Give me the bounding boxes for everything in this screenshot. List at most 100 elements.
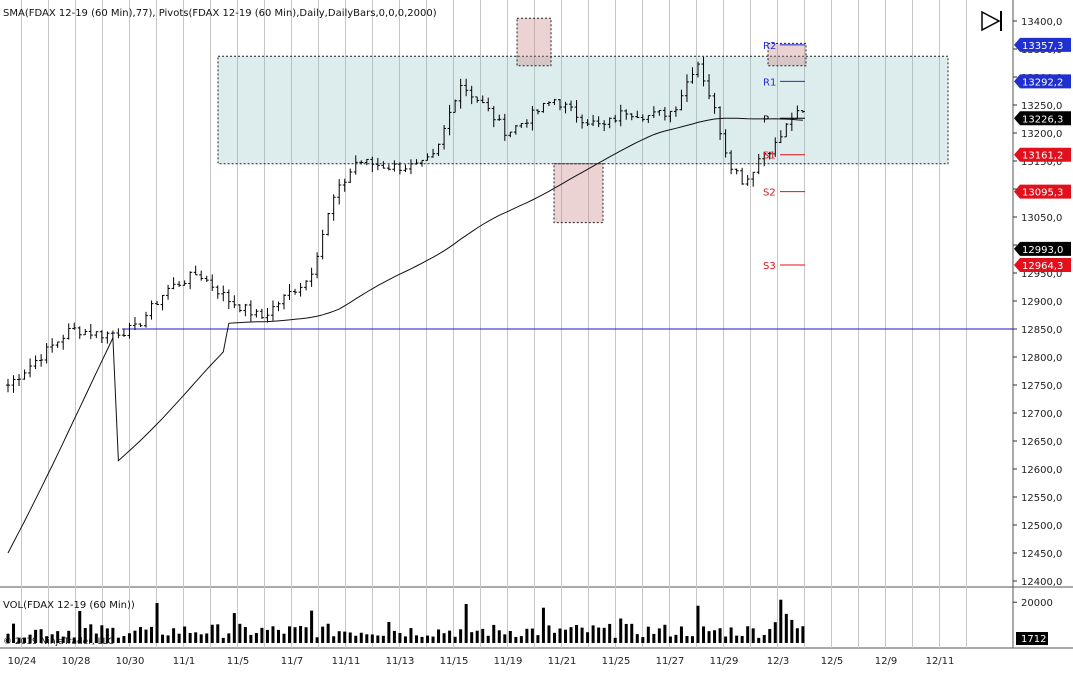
skip-to-end-icon[interactable] bbox=[978, 8, 1006, 34]
pivot-label: S1 bbox=[763, 151, 776, 162]
volume-bar bbox=[227, 633, 231, 643]
x-tick-label: 11/5 bbox=[227, 656, 249, 667]
pivot-label: S3 bbox=[763, 261, 776, 272]
volume-bar bbox=[238, 623, 242, 643]
volume-bar bbox=[740, 635, 744, 643]
volume-bar bbox=[420, 636, 424, 643]
volume-bar bbox=[679, 626, 683, 643]
volume-bar bbox=[310, 610, 314, 643]
volume-bar bbox=[635, 634, 639, 643]
volume-bar bbox=[221, 637, 225, 643]
volume-bar bbox=[453, 636, 457, 643]
volume-bar bbox=[94, 633, 98, 643]
volume-bar bbox=[564, 629, 568, 643]
volume-bar bbox=[83, 627, 87, 643]
y-tick-label: 13400,0 bbox=[1021, 17, 1062, 28]
vol-last-tag bbox=[1016, 632, 1048, 645]
volume-bar bbox=[337, 631, 341, 643]
highlight-box bbox=[767, 42, 807, 67]
volume-bar bbox=[161, 634, 165, 643]
price-axis[interactable]: 13400,013350,013300,013250,013200,013150… bbox=[1013, 17, 1062, 588]
volume-bar bbox=[365, 634, 369, 643]
volume-bar bbox=[668, 636, 672, 643]
volume-bar bbox=[696, 605, 700, 643]
volume-bar bbox=[89, 624, 93, 643]
volume-bar bbox=[111, 627, 115, 643]
volume-bar bbox=[138, 627, 142, 643]
x-tick-label: 11/7 bbox=[281, 656, 303, 667]
time-axis[interactable]: 10/24 10/28 10/30 11/1 11/5 11/7 11/11 11/13 11/… bbox=[8, 656, 955, 667]
volume-bar bbox=[387, 621, 391, 643]
volume-bar bbox=[188, 633, 192, 643]
volume-bar bbox=[34, 629, 38, 643]
volume-bar bbox=[315, 637, 319, 643]
volume-bar bbox=[597, 627, 601, 643]
volume-bar bbox=[409, 628, 413, 643]
volume-bar bbox=[232, 613, 236, 643]
candles-layer bbox=[6, 56, 805, 393]
price-tag bbox=[1014, 184, 1071, 199]
volume-bar bbox=[348, 632, 352, 643]
y-tick-label: 13050,0 bbox=[1021, 213, 1062, 224]
y-tick-label: 13250,0 bbox=[1021, 101, 1062, 112]
sma-line-layer bbox=[7, 117, 803, 554]
volume-bar bbox=[674, 634, 678, 643]
y-tick-label: 13150,0 bbox=[1021, 157, 1062, 168]
volume-bar bbox=[105, 628, 109, 643]
y-tick-label: 12500,0 bbox=[1021, 521, 1062, 532]
sma-line bbox=[7, 117, 803, 554]
volume-bar bbox=[552, 632, 556, 643]
volume-bar bbox=[608, 623, 612, 643]
volume-bar bbox=[514, 636, 518, 643]
volume-bar bbox=[414, 635, 418, 643]
highlight-box bbox=[553, 163, 604, 224]
x-tick-label: 11/25 bbox=[602, 656, 631, 667]
price-tag-label: 13357,3 bbox=[1022, 41, 1063, 52]
volume-bar bbox=[779, 599, 783, 643]
volume-bar bbox=[205, 633, 209, 643]
volume-bar bbox=[332, 636, 336, 643]
volume-bar bbox=[67, 630, 71, 643]
volume-bar bbox=[39, 629, 43, 643]
volume-bar bbox=[442, 633, 446, 643]
volume-bar bbox=[299, 625, 303, 643]
volume-bar bbox=[536, 635, 540, 643]
pivot-label: S2 bbox=[763, 188, 776, 199]
volume-bar bbox=[254, 632, 258, 643]
volume-bar bbox=[100, 625, 104, 643]
volume-bar bbox=[475, 630, 479, 643]
volume-bar bbox=[685, 635, 689, 643]
y-tick-label: 12850,0 bbox=[1021, 325, 1062, 336]
volume-bar bbox=[260, 627, 264, 643]
volume-bar bbox=[591, 625, 595, 643]
volume-bar bbox=[326, 623, 330, 643]
volume-bar bbox=[470, 632, 474, 643]
x-tick-label: 11/15 bbox=[440, 656, 469, 667]
volume-bar bbox=[78, 611, 82, 643]
volume-title: VOL(FDAX 12-19 (60 Min)) bbox=[3, 600, 135, 611]
volume-bar bbox=[602, 627, 606, 643]
volume-bar bbox=[448, 630, 452, 643]
x-tick-label: 12/11 bbox=[926, 656, 955, 667]
volume-bar bbox=[321, 626, 325, 643]
volume-bar bbox=[801, 626, 805, 643]
pivot-layer: R2 R1 P S1 S2 S3 bbox=[763, 41, 805, 272]
range-box-layer bbox=[122, 17, 1013, 330]
chart-title: SMA(FDAX 12-19 (60 Min),77), Pivots(FDAX… bbox=[3, 8, 437, 19]
volume-bar bbox=[663, 624, 667, 643]
volume-bar bbox=[718, 628, 722, 643]
volume-bar bbox=[497, 630, 501, 643]
volume-bar bbox=[172, 628, 176, 643]
volume-bar bbox=[508, 631, 512, 643]
volume-bar bbox=[773, 622, 777, 643]
price-tag bbox=[1014, 37, 1071, 52]
vertical-grid bbox=[0, 0, 1073, 649]
price-tag-label: 12993,0 bbox=[1022, 245, 1063, 256]
volume-bar bbox=[271, 626, 275, 643]
volume-layer bbox=[6, 599, 805, 643]
volume-bar bbox=[144, 629, 148, 643]
volume-bar bbox=[28, 634, 32, 643]
volume-bar bbox=[437, 629, 441, 643]
x-tick-label: 12/5 bbox=[821, 656, 843, 667]
